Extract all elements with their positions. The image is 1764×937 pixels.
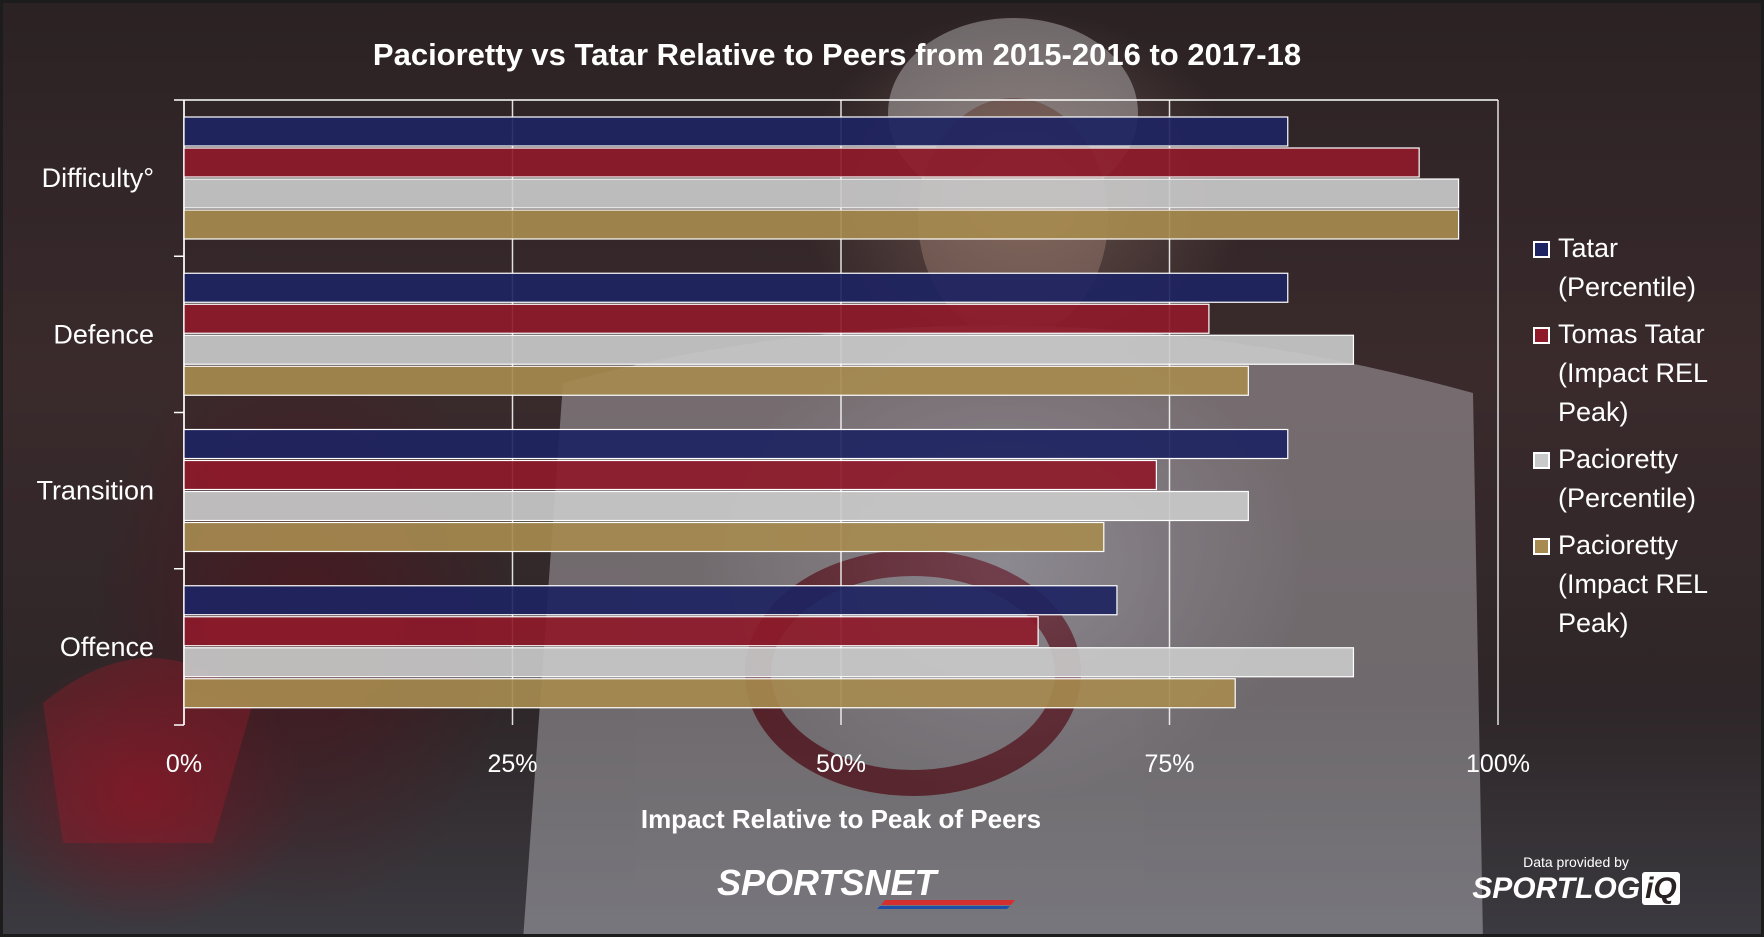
bar xyxy=(183,209,1460,240)
legend-item: Pacioretty (Impact REL Peak) xyxy=(1533,526,1761,643)
data-credit: Data provided by SPORTLOG iQ xyxy=(1471,854,1681,906)
legend-label: Pacioretty (Impact REL Peak) xyxy=(1558,530,1709,638)
bar xyxy=(183,459,1157,491)
legend: Tatar (Percentile) Tomas Tatar (Impact REL P… xyxy=(1533,229,1761,651)
legend-swatch xyxy=(1533,538,1550,555)
legend-swatch xyxy=(1533,452,1550,469)
legend-label: Tomas Tatar (Impact REL Peak) xyxy=(1558,319,1709,427)
bar xyxy=(183,303,1210,334)
bar xyxy=(183,178,1460,209)
y-category-label: Offence xyxy=(60,632,154,662)
sportsnet-logo: SPORTSNET xyxy=(717,862,1015,909)
legend-item: Pacioretty (Percentile) xyxy=(1533,440,1761,518)
x-tick-label: 25% xyxy=(487,750,537,778)
chart-title: Pacioretty vs Tatar Relative to Peers fr… xyxy=(373,37,1301,72)
plot-area: 0% 25% 50% 75% 100% Difficulty° Defence Transit… xyxy=(36,99,1530,778)
bar xyxy=(183,116,1289,147)
bar xyxy=(183,147,1420,178)
bar xyxy=(183,490,1249,522)
bar xyxy=(183,585,1118,616)
y-category-label: Transition xyxy=(36,476,154,506)
x-tick-label: 50% xyxy=(816,750,866,778)
credit-text: Data provided by xyxy=(1523,854,1629,870)
bar-chart: Pacioretty vs Tatar Relative to Peers fr… xyxy=(36,37,1530,834)
bar xyxy=(183,647,1355,678)
legend-swatch xyxy=(1533,241,1550,258)
bar xyxy=(183,272,1289,303)
sportlogiq-logo: SPORTLOG iQ xyxy=(1471,872,1681,906)
svg-text:SPORTSNET: SPORTSNET xyxy=(717,862,939,903)
y-category-label: Difficulty° xyxy=(42,163,154,193)
legend-label: Pacioretty (Percentile) xyxy=(1558,444,1697,513)
bar xyxy=(183,678,1236,709)
legend-swatch xyxy=(1533,327,1550,344)
bar xyxy=(183,428,1289,460)
y-category-label: Defence xyxy=(53,319,154,349)
x-tick-label: 0% xyxy=(166,750,202,778)
legend-item: Tomas Tatar (Impact REL Peak) xyxy=(1533,315,1761,432)
bar xyxy=(183,616,1039,647)
bar xyxy=(183,365,1249,396)
x-tick-label: 100% xyxy=(1466,750,1530,778)
legend-label: Tatar (Percentile) xyxy=(1558,233,1697,302)
legend-item: Tatar (Percentile) xyxy=(1533,229,1761,307)
bar xyxy=(183,334,1355,365)
x-tick-label: 75% xyxy=(1144,750,1194,778)
x-axis-label: Impact Relative to Peak of Peers xyxy=(641,804,1041,834)
bar xyxy=(183,521,1105,553)
